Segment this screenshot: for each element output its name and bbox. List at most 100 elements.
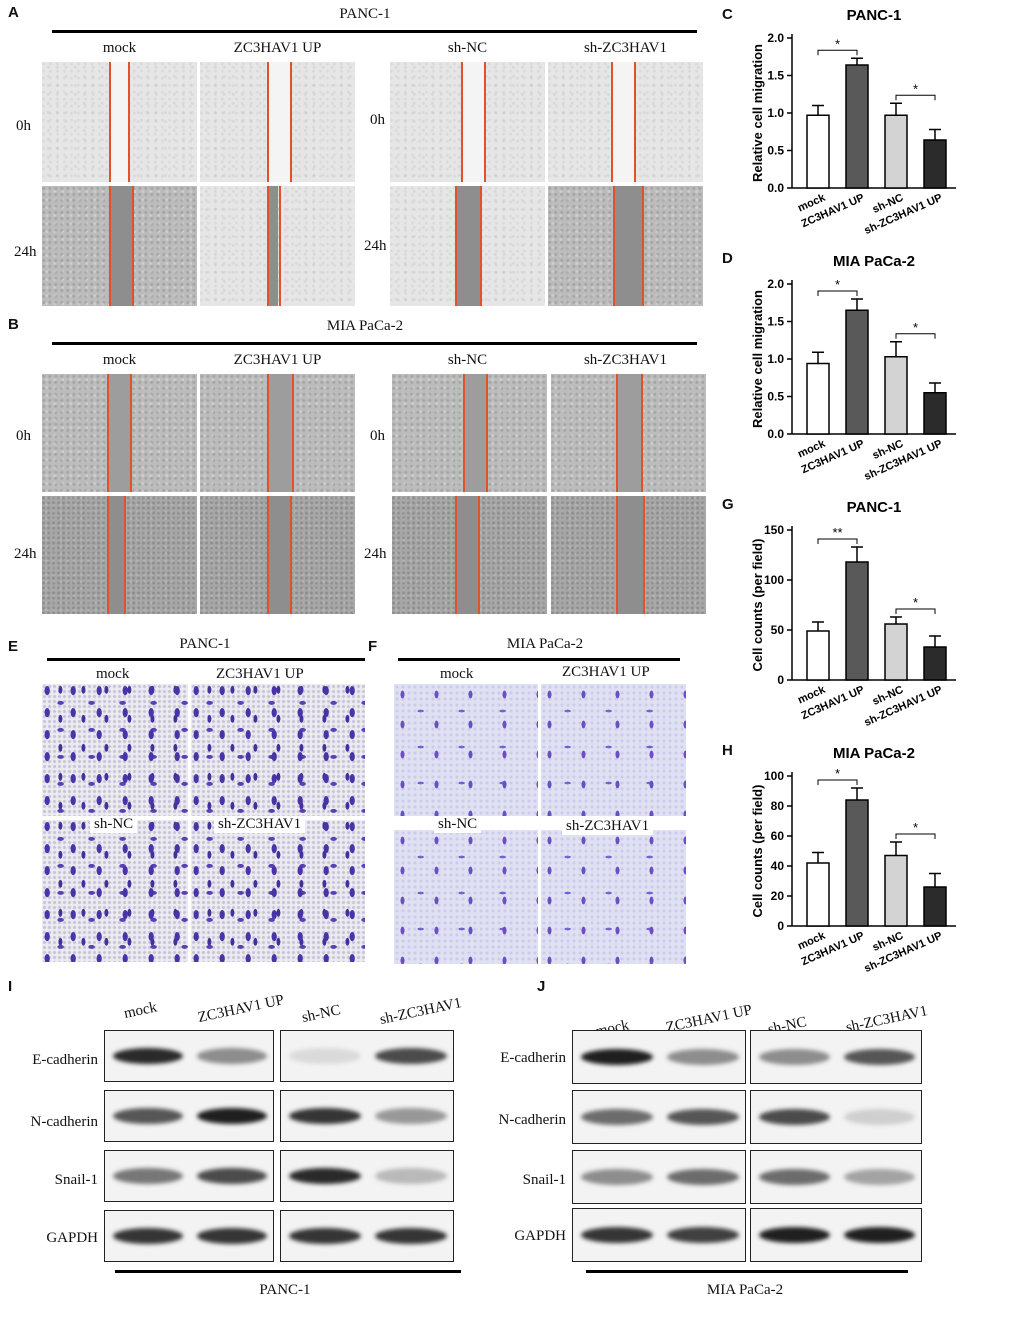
scratch-image-mia-up-24h bbox=[200, 496, 355, 614]
significance-label: * bbox=[913, 820, 918, 835]
bar-sh-nc bbox=[884, 623, 908, 681]
bar-zc3hav1-up bbox=[845, 64, 869, 189]
protein-band bbox=[844, 1227, 915, 1243]
panel-b-col-up: ZC3HAV1 UP bbox=[233, 352, 322, 368]
protein-band bbox=[667, 1109, 739, 1125]
panel-e-rule bbox=[47, 658, 365, 661]
protein-band bbox=[759, 1169, 830, 1185]
panel-label-f: F bbox=[368, 638, 378, 655]
panel-e-label-up: ZC3HAV1 UP bbox=[212, 666, 308, 683]
blot-box bbox=[104, 1210, 274, 1262]
protein-band bbox=[197, 1228, 267, 1244]
significance-label: * bbox=[913, 81, 918, 96]
panel-i-footer: PANC-1 bbox=[259, 1282, 311, 1298]
chart-title: PANC-1 bbox=[847, 499, 902, 516]
panel-b-col-sh: sh-ZC3HAV1 bbox=[583, 352, 668, 368]
transwell-image-mia-mock bbox=[394, 684, 538, 816]
panel-b-time-24h-right: 24h bbox=[364, 546, 387, 562]
scratch-image-mia-sh-0h bbox=[551, 374, 706, 492]
panel-j-row-ecad: E-cadherin bbox=[500, 1050, 566, 1066]
transwell-image-panc1-mock bbox=[42, 684, 188, 816]
panel-i-col-up: ZC3HAV1 UP bbox=[196, 992, 286, 1027]
bar-mock bbox=[806, 862, 830, 927]
bar-mock bbox=[806, 630, 830, 681]
panel-j-row-ncad: N-cadherin bbox=[498, 1112, 566, 1128]
significance-bracket bbox=[817, 290, 858, 296]
protein-band bbox=[375, 1228, 447, 1244]
scratch-image-mia-shnc-0h bbox=[392, 374, 547, 492]
panel-a-col-up: ZC3HAV1 UP bbox=[233, 40, 322, 56]
protein-band bbox=[289, 1108, 361, 1124]
blot-box bbox=[572, 1030, 746, 1084]
panel-i-row-gapdh: GAPDH bbox=[46, 1230, 98, 1246]
panel-a-time-24h-right: 24h bbox=[364, 238, 387, 254]
protein-band bbox=[113, 1228, 183, 1244]
scratch-image-panc1-mock-0h bbox=[42, 62, 197, 182]
protein-band bbox=[759, 1109, 830, 1125]
protein-band bbox=[289, 1168, 361, 1184]
blot-box bbox=[280, 1210, 454, 1262]
protein-band bbox=[375, 1048, 447, 1064]
panel-b-title: MIA PaCa-2 bbox=[326, 318, 404, 334]
panel-j-row-gapdh: GAPDH bbox=[514, 1228, 566, 1244]
panel-label-i: I bbox=[8, 978, 13, 995]
blot-box bbox=[280, 1030, 454, 1082]
panel-label-c: C bbox=[722, 6, 733, 23]
chart-y-label: Cell counts (per field) bbox=[750, 539, 765, 672]
panel-a-col-shnc: sh-NC bbox=[447, 40, 488, 56]
blot-box bbox=[104, 1090, 274, 1142]
transwell-image-mia-shnc bbox=[394, 830, 538, 964]
panel-label-d: D bbox=[722, 250, 733, 267]
significance-bracket bbox=[895, 833, 936, 839]
bar-sh-nc bbox=[884, 854, 908, 927]
panel-e-label-shnc: sh-NC bbox=[90, 816, 138, 833]
blot-box bbox=[750, 1150, 922, 1204]
scratch-image-panc1-shnc-24h bbox=[390, 186, 545, 306]
significance-bracket bbox=[817, 779, 858, 785]
protein-band bbox=[197, 1168, 267, 1184]
panel-label-h: H bbox=[722, 742, 733, 759]
panel-a-col-sh: sh-ZC3HAV1 bbox=[583, 40, 668, 56]
protein-band bbox=[844, 1109, 915, 1125]
chart-y-label: Cell counts (per field) bbox=[750, 785, 765, 918]
y-tick-label: 40 bbox=[771, 859, 785, 873]
panel-j-rule bbox=[586, 1270, 908, 1273]
y-tick-label: 0 bbox=[777, 673, 784, 687]
transwell-image-panc1-up bbox=[191, 684, 365, 816]
chart-y-label: Relative cell migration bbox=[750, 290, 765, 428]
bar-mock bbox=[806, 362, 830, 435]
protein-band bbox=[375, 1108, 447, 1124]
bar-sh-nc bbox=[884, 114, 908, 189]
panel-i-col-mock: mock bbox=[122, 999, 159, 1023]
transwell-image-panc1-sh bbox=[191, 820, 365, 962]
protein-band bbox=[844, 1049, 915, 1065]
panel-e-title: PANC-1 bbox=[179, 636, 231, 652]
protein-band bbox=[581, 1169, 653, 1185]
significance-label: * bbox=[913, 320, 918, 335]
y-tick-label: 20 bbox=[771, 889, 785, 903]
y-tick-label: 50 bbox=[771, 623, 785, 637]
panel-f-label-sh: sh-ZC3HAV1 bbox=[562, 818, 654, 835]
bar-sh-zc3hav1-up bbox=[923, 886, 947, 927]
y-tick-label: 150 bbox=[764, 523, 784, 537]
panel-b-col-mock: mock bbox=[102, 352, 137, 368]
panel-i-row-ecad: E-cadherin bbox=[32, 1052, 98, 1068]
panel-b-time-0h-right: 0h bbox=[370, 428, 385, 444]
bar-chart-h: MIA PaCa-2 Cell counts (per field) 0 20 40 60… bbox=[750, 745, 956, 975]
protein-band bbox=[113, 1168, 183, 1184]
significance-label: * bbox=[835, 766, 840, 781]
y-tick-label: 0.0 bbox=[767, 427, 784, 441]
scratch-image-panc1-sh-24h bbox=[548, 186, 703, 306]
chart-title: MIA PaCa-2 bbox=[833, 253, 915, 270]
scratch-image-panc1-shnc-0h bbox=[390, 62, 545, 182]
bar-sh-nc bbox=[884, 356, 908, 435]
y-tick-label: 0.5 bbox=[767, 390, 784, 404]
protein-band bbox=[581, 1109, 653, 1125]
blot-box bbox=[750, 1030, 922, 1084]
protein-band bbox=[375, 1168, 447, 1184]
blot-box bbox=[572, 1150, 746, 1204]
scratch-image-panc1-up-24h bbox=[200, 186, 355, 306]
bar-zc3hav1-up bbox=[845, 799, 869, 927]
panel-i-rule bbox=[115, 1270, 461, 1273]
scratch-image-panc1-up-0h bbox=[200, 62, 355, 182]
